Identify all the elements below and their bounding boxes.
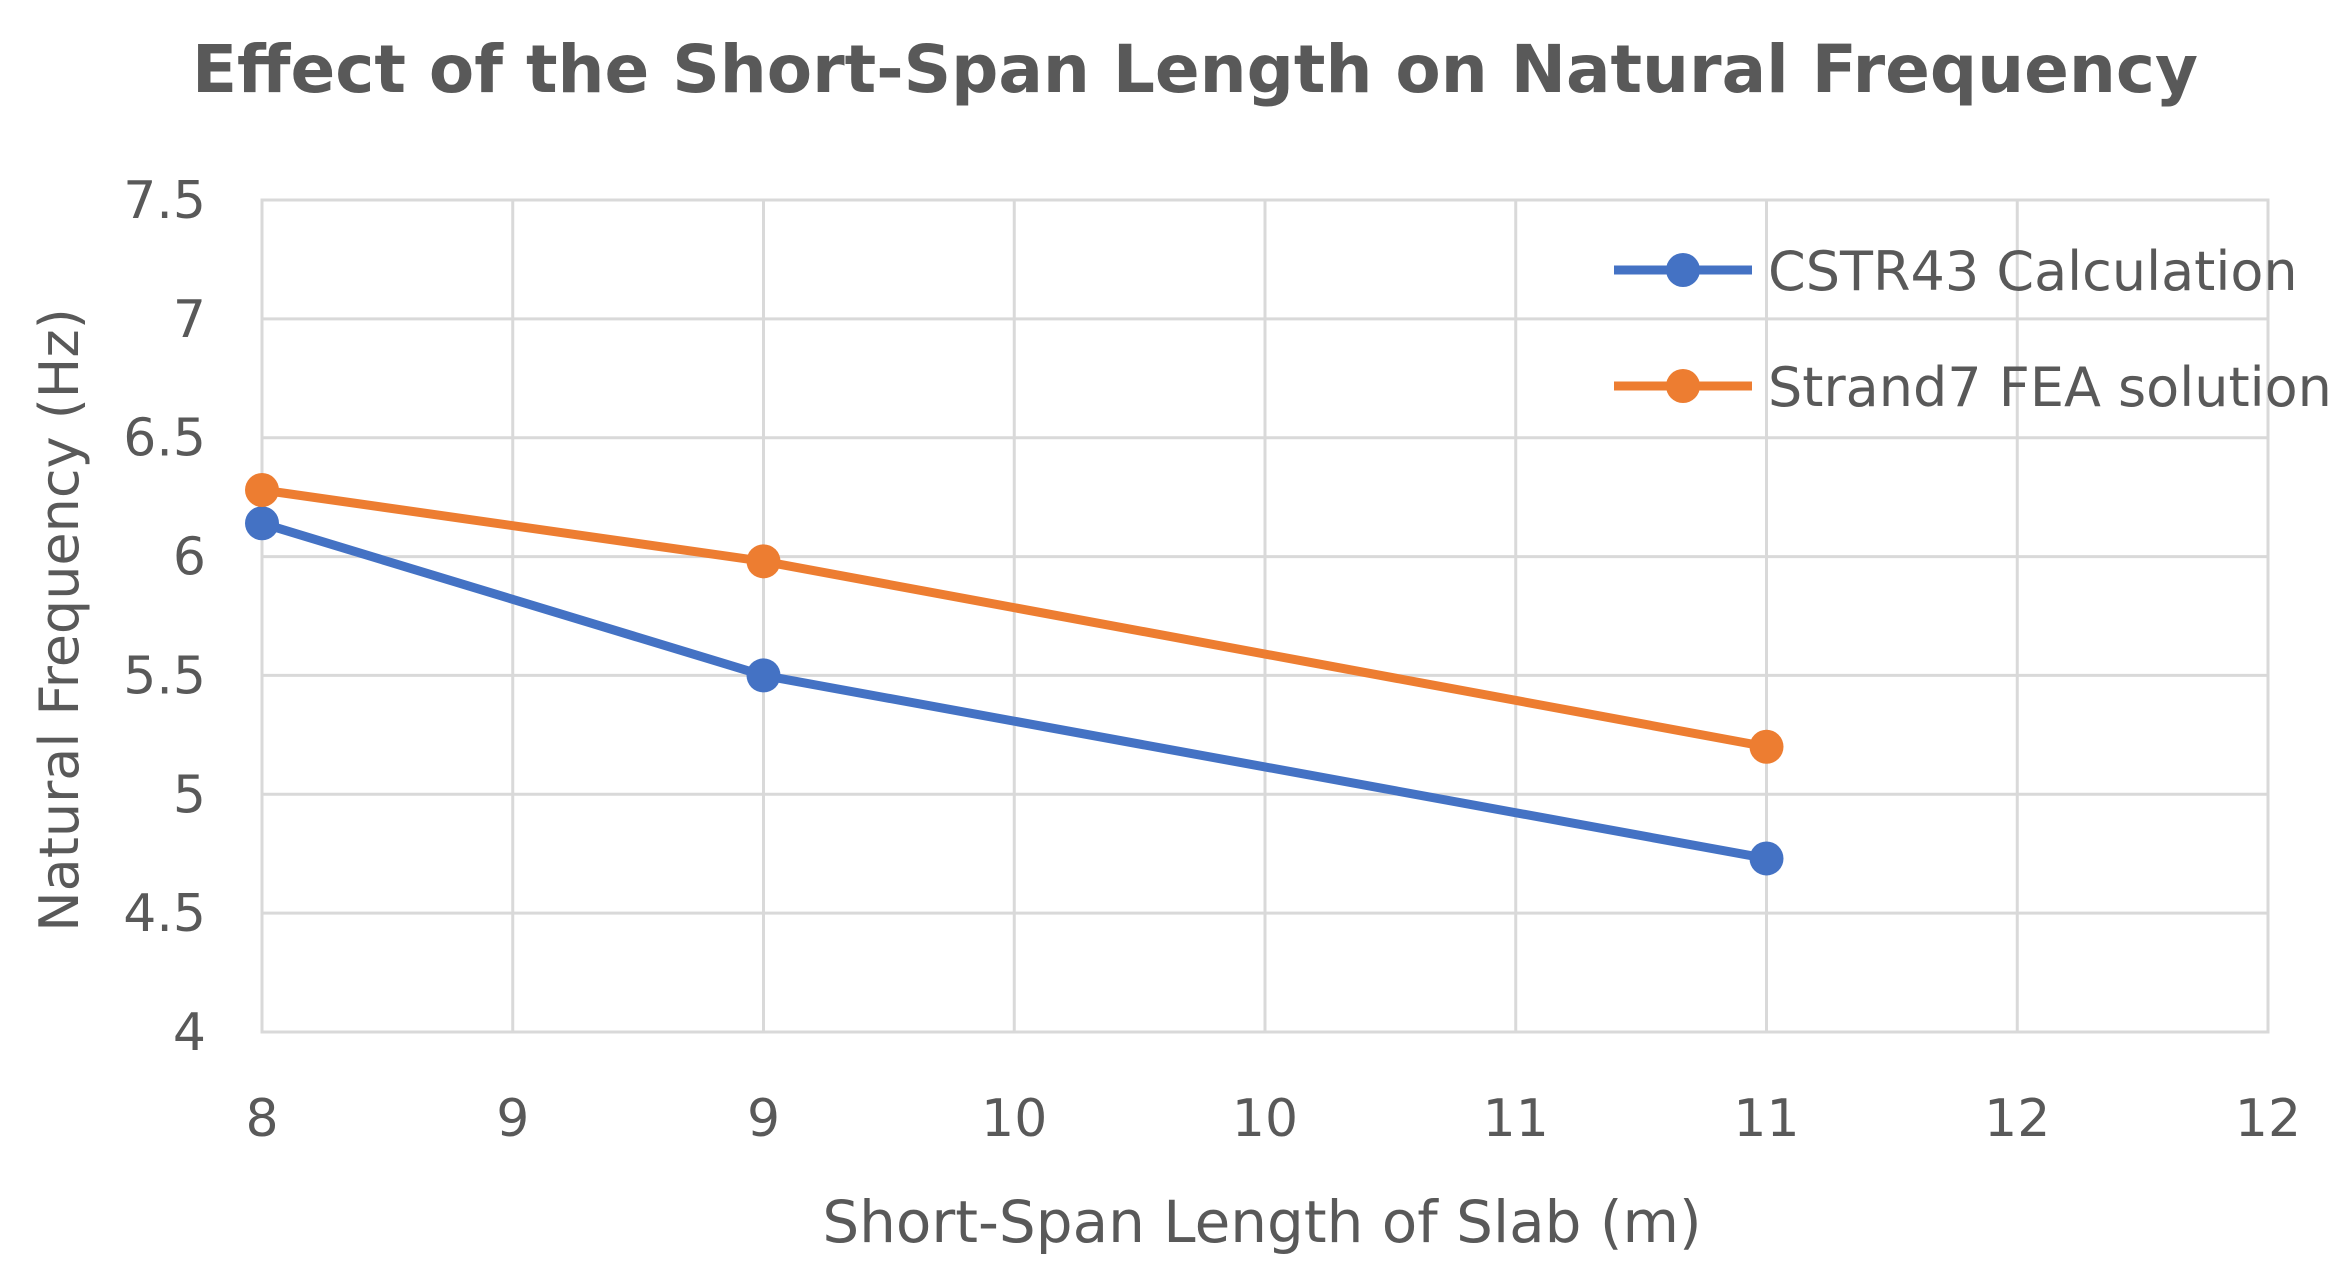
legend-marker [1666, 369, 1700, 403]
x-tick-label: 12 [1984, 1089, 2050, 1149]
y-tick-label: 6 [173, 528, 206, 588]
legend-label: CSTR43 Calculation [1768, 240, 2298, 303]
data-point-series-1 [746, 544, 781, 579]
legend-marker [1666, 253, 1700, 287]
x-tick-label: 11 [1733, 1089, 1799, 1149]
data-series [245, 473, 1784, 876]
y-tick-label: 7.5 [123, 171, 206, 231]
y-tick-label: 6.5 [123, 409, 206, 469]
y-tick-label: 5 [173, 765, 206, 825]
y-axis-ticks: 4 4.5 5 5.5 6 6.5 7 7.5 [123, 171, 206, 1063]
y-tick-label: 4 [173, 1003, 206, 1063]
data-point-series-0 [245, 506, 279, 541]
chart-title: Effect of the Short-Span Length on Natur… [192, 31, 2198, 108]
data-point-series-1 [245, 473, 279, 508]
plot-area-frame [260, 198, 2270, 1034]
legend-label: Strand7 FEA solution [1768, 356, 2328, 419]
x-axis-ticks: 8 9 9 10 10 11 11 12 12 [245, 1089, 2301, 1149]
x-tick-label: 9 [496, 1089, 529, 1149]
data-point-series-0 [746, 658, 781, 693]
x-tick-label: 10 [1232, 1089, 1298, 1149]
x-tick-label: 11 [1483, 1089, 1549, 1149]
data-point-series-0 [1749, 841, 1784, 876]
x-tick-label: 8 [245, 1089, 278, 1149]
y-tick-label: 5.5 [123, 646, 206, 706]
legend: CSTR43 Calculation Strand7 FEA solution [1614, 240, 2328, 419]
y-tick-label: 4.5 [123, 884, 206, 944]
x-tick-label: 9 [747, 1089, 780, 1149]
data-point-series-1 [1749, 729, 1784, 764]
legend-item-0: CSTR43 Calculation [1614, 240, 2298, 303]
x-tick-label: 10 [981, 1089, 1047, 1149]
plot-area-border [260, 198, 2270, 1034]
y-tick-label: 7 [173, 290, 206, 350]
x-axis-title: Short-Span Length of Slab (m) [822, 1188, 1701, 1256]
legend-item-1: Strand7 FEA solution [1614, 356, 2328, 419]
x-tick-label: 12 [2235, 1089, 2301, 1149]
y-axis-title: Natural Frequency (Hz) [28, 308, 91, 932]
